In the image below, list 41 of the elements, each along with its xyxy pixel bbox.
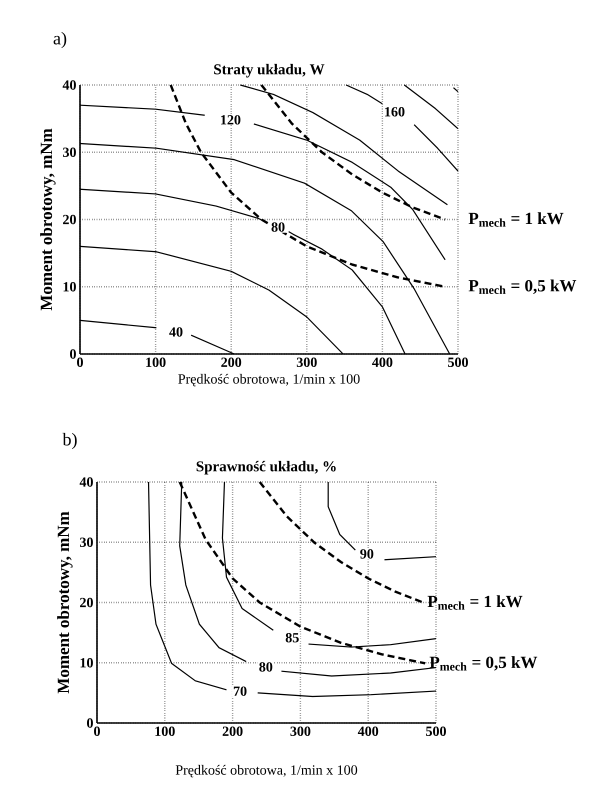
- x-tick-label: 100: [146, 358, 166, 367]
- y-tick-label: 20: [80, 598, 93, 608]
- chart-title: Straty układu, W: [214, 64, 324, 78]
- series-label: P$_{mech}$ = 0,5 kW: [468, 279, 576, 294]
- text: b): [62, 432, 77, 450]
- x-tick-label: 0: [94, 726, 100, 736]
- y-axis-title: Moment obrotowy, mNm: [40, 128, 56, 310]
- y-tick-label: 40: [62, 80, 76, 90]
- series-label: P$_{mech}$ = 1 kW: [428, 595, 522, 610]
- series-label: 120: [221, 115, 240, 125]
- x-tick-label: 200: [221, 358, 242, 367]
- x-axis-title: Prędkość obrotowa, 1/min x 100: [176, 764, 358, 778]
- x-tick-label: 500: [426, 726, 446, 736]
- y-tick-label: 10: [64, 282, 76, 292]
- y-tick-label: 30: [63, 148, 76, 157]
- x-tick-label: 300: [296, 358, 317, 367]
- series-label: 80: [259, 662, 272, 672]
- y-tick-label: 20: [63, 214, 76, 224]
- y-axis-title: Moment obrotowy, mNm: [57, 512, 73, 694]
- text: a): [54, 32, 66, 48]
- x-tick-label: 100: [155, 726, 175, 736]
- series-label: 70: [234, 686, 247, 696]
- series-label: 160: [385, 107, 404, 116]
- x-tick-label: 400: [358, 726, 378, 736]
- y-tick-label: 10: [80, 658, 93, 668]
- series-label: 40: [169, 327, 182, 337]
- x-tick-label: 400: [372, 358, 392, 367]
- y-tick-label: 0: [70, 349, 76, 359]
- series-label: 80: [272, 222, 285, 232]
- series-label: P$_{mech}$ = 1 kW: [468, 212, 564, 227]
- y-tick-label: 30: [80, 538, 93, 547]
- x-tick-label: 500: [448, 358, 468, 367]
- series-label: P$_{mech}$ = 0,5 kW: [430, 656, 538, 671]
- x-axis-title: Prędkość obrotowa, 1/min x 100: [178, 374, 360, 386]
- x-tick-label: 200: [222, 726, 243, 736]
- y-tick-label: 0: [87, 718, 93, 728]
- x-tick-label: 300: [290, 726, 310, 736]
- chart-title: Sprawność układu, %: [196, 460, 336, 474]
- series-label: 85: [286, 632, 299, 642]
- y-tick-label: 40: [80, 477, 93, 487]
- series-label: 90: [360, 549, 374, 559]
